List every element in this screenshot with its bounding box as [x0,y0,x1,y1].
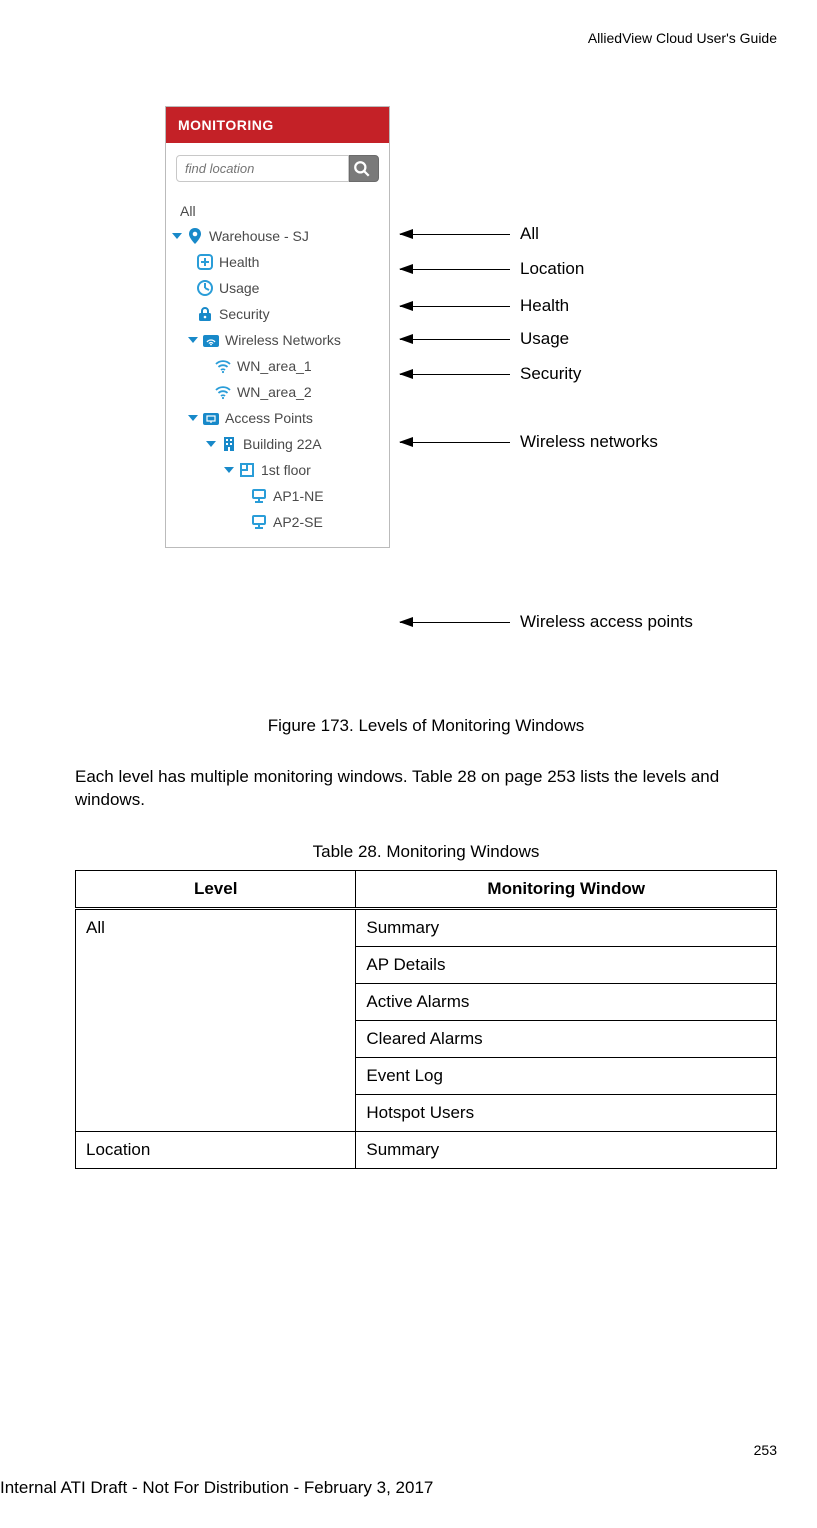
page-number: 253 [754,1442,777,1458]
tree-location-label: Warehouse - SJ [209,228,309,244]
cell-window: Cleared Alarms [356,1020,777,1057]
callout-wireless-networks: Wireless networks [400,432,658,452]
ap-folder-icon [202,409,220,427]
health-icon [196,253,214,271]
tree-ap1[interactable]: AP1-NE [172,483,383,509]
cell-window: Hotspot Users [356,1094,777,1131]
search-button[interactable] [349,155,379,182]
location-pin-icon [186,227,204,245]
building-icon [220,435,238,453]
panel-title: MONITORING [166,107,389,143]
col-level: Level [76,870,356,908]
tree-security-label: Security [219,306,270,322]
callout-all-text: All [520,224,539,244]
cell-window: Summary [356,908,777,946]
tree-ap2[interactable]: AP2-SE [172,509,383,535]
tree-all-label: All [180,203,196,219]
figure-area: MONITORING All [165,106,777,686]
monitoring-table: Level Monitoring Window All Summary AP D… [75,870,777,1169]
cell-level: Location [76,1131,356,1168]
wifi-icon [214,357,232,375]
cell-window: Event Log [356,1057,777,1094]
wifi-folder-icon [202,331,220,349]
tree-access-points[interactable]: Access Points [172,405,383,431]
callout-wn-text: Wireless networks [520,432,658,452]
footer-text: Internal ATI Draft - Not For Distributio… [0,1478,433,1498]
callout-wireless-aps: Wireless access points [400,612,693,632]
tree-health-label: Health [219,254,259,270]
tree-ap-label: Access Points [225,410,313,426]
tree-wn-label: Wireless Networks [225,332,341,348]
callout-security: Security [400,364,581,384]
tree-usage[interactable]: Usage [172,275,383,301]
wifi-icon [214,383,232,401]
caret-icon [206,441,216,447]
cell-level: All [76,908,356,1131]
callout-location: Location [400,259,584,279]
tree-ap2-label: AP2-SE [273,514,323,530]
cell-window: Active Alarms [356,983,777,1020]
search-icon [353,160,371,178]
tree-location[interactable]: Warehouse - SJ [172,223,383,249]
tree-security[interactable]: Security [172,301,383,327]
tree-floor[interactable]: 1st floor [172,457,383,483]
table-row: Location Summary [76,1131,777,1168]
caret-icon [188,337,198,343]
caret-icon [188,415,198,421]
callout-wap-text: Wireless access points [520,612,693,632]
tree-floor-label: 1st floor [261,462,311,478]
callout-all: All [400,224,539,244]
callout-security-text: Security [520,364,581,384]
tree-wn1-label: WN_area_1 [237,358,312,374]
col-window: Monitoring Window [356,870,777,908]
floor-icon [238,461,256,479]
tree-wn1[interactable]: WN_area_1 [172,353,383,379]
tree-usage-label: Usage [219,280,259,296]
callout-health-text: Health [520,296,569,316]
tree-wn2-label: WN_area_2 [237,384,312,400]
usage-icon [196,279,214,297]
device-icon [250,513,268,531]
tree: All Warehouse - SJ Health [166,193,389,547]
caret-icon [172,233,182,239]
search-row [166,143,389,193]
table-caption: Table 28. Monitoring Windows [75,842,777,862]
search-input[interactable] [176,155,349,182]
caret-icon [224,467,234,473]
table-header-row: Level Monitoring Window [76,870,777,908]
body-text: Each level has multiple monitoring windo… [75,766,777,812]
table-row: All Summary [76,908,777,946]
callout-location-text: Location [520,259,584,279]
device-icon [250,487,268,505]
figure-caption: Figure 173. Levels of Monitoring Windows [75,716,777,736]
doc-title: AlliedView Cloud User's Guide [75,30,777,46]
tree-health[interactable]: Health [172,249,383,275]
tree-ap1-label: AP1-NE [273,488,324,504]
callout-health: Health [400,296,569,316]
security-lock-icon [196,305,214,323]
callout-usage-text: Usage [520,329,569,349]
monitoring-panel: MONITORING All [165,106,390,548]
tree-building[interactable]: Building 22A [172,431,383,457]
cell-window: AP Details [356,946,777,983]
tree-wn2[interactable]: WN_area_2 [172,379,383,405]
document-page: AlliedView Cloud User's Guide MONITORING… [0,0,817,1528]
callout-usage: Usage [400,329,569,349]
tree-all[interactable]: All [172,199,383,223]
tree-building-label: Building 22A [243,436,322,452]
cell-window: Summary [356,1131,777,1168]
tree-wireless-networks[interactable]: Wireless Networks [172,327,383,353]
